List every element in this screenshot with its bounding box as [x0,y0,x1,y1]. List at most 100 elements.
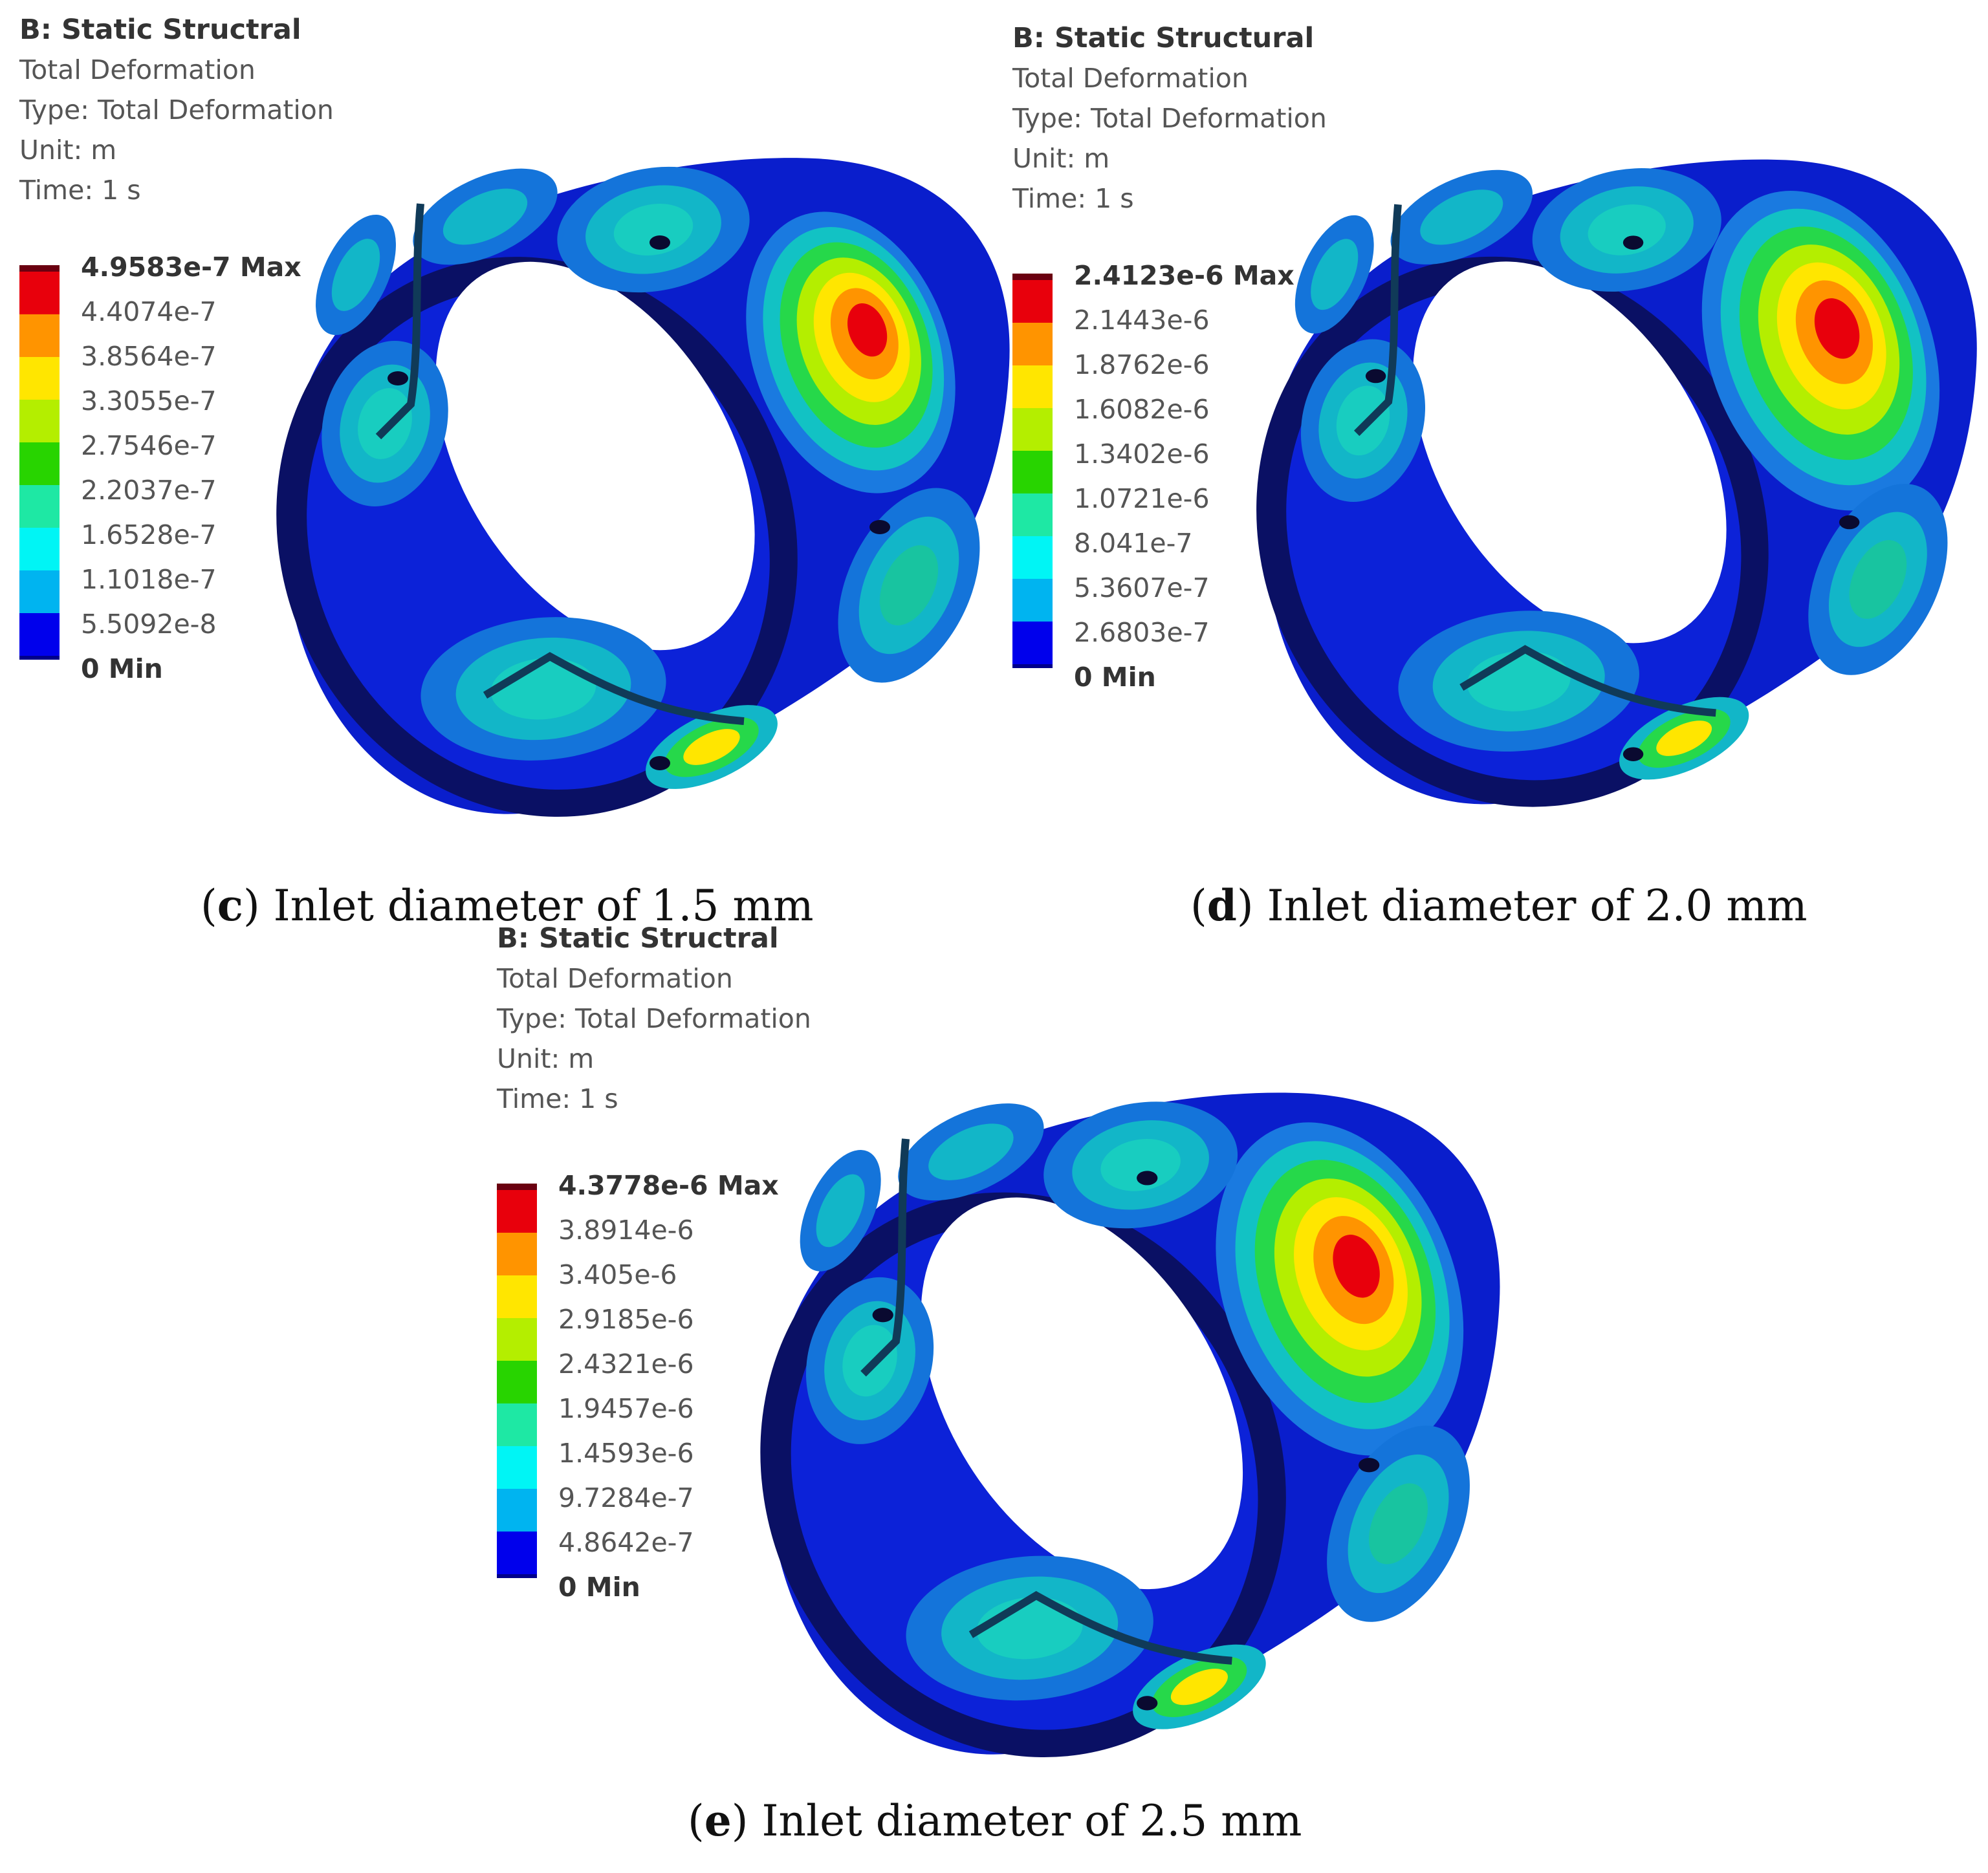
legend-tick-label: 4.4074e-7 [81,296,217,327]
analysis-title: B: Static Structral [497,922,779,955]
legend-swatch [1012,493,1053,536]
legend-swatch [19,528,60,570]
contour-band [847,303,888,357]
legend-tick-label: 1.8762e-6 [1074,349,1210,380]
legend-tick-label: 1.1018e-7 [81,564,217,595]
panel-d: B: Static Structural Total Deformation T… [1012,18,1983,936]
legend-max-cap [497,1184,537,1190]
deformation-model [760,1092,1500,1757]
result-header: B: Static Structural Total Deformation T… [1012,18,1327,219]
analysis-title: B: Static Structral [19,14,301,46]
contour-band [1849,540,1907,619]
legend-tick-label: 1.6528e-7 [81,519,217,550]
ring-group [1256,159,1977,807]
result-header: B: Static Structral Total Deformation Ty… [497,918,811,1119]
contour-band [683,729,740,765]
legend-swatch [1012,579,1053,622]
legend-tick-label: 2.2037e-7 [81,475,217,506]
legend-tick-label: 2.7546e-7 [81,430,217,461]
legend-swatch [497,1275,537,1318]
legend-tick-label: 3.405e-6 [558,1259,677,1290]
ring-bore [435,261,755,651]
inlet-hole [872,1308,893,1323]
legend-tick-label: 2.1443e-6 [1074,305,1210,336]
analysis-title: B: Static Structural [1012,22,1315,54]
legend-swatch [19,442,60,485]
legend-tick-label: 3.3055e-7 [81,385,217,417]
result-time: Time: 1 s [19,175,141,206]
legend-swatch [497,1190,537,1233]
deformation-model [276,158,1010,817]
contour-band [1814,298,1860,359]
panel-c: B: Static Structral Total Deformation Ty… [19,10,1010,931]
result-type: Type: Total Deformation [497,1003,811,1034]
inlet-hole [1365,369,1386,384]
legend-max-cap [19,265,60,272]
legend-swatch [19,485,60,528]
legend-tick-label: 9.7284e-7 [558,1482,694,1513]
legend-min-label: 0 Min [558,1572,640,1603]
result-type: Type: Total Deformation [1012,103,1327,134]
legend-min-cap [19,656,60,660]
legend-swatch [19,314,60,357]
legend-swatch [1012,323,1053,365]
contour-band [1588,204,1666,255]
legend-max-label: 4.3778e-6 Max [558,1170,779,1201]
result-unit: Unit: m [497,1043,595,1074]
legend-min-label: 0 Min [1074,662,1156,693]
result-time: Time: 1 s [1012,183,1134,214]
result-name: Total Deformation [19,54,256,85]
legend-tick-label: 3.8564e-7 [81,341,217,372]
contour-band [1100,1138,1181,1191]
result-time: Time: 1 s [497,1083,618,1114]
ring-group [276,158,1010,817]
legend-swatch [497,1318,537,1361]
inlet-hole [1137,1171,1158,1186]
legend-min-label: 0 Min [81,653,163,684]
groove-channel [1353,204,1402,437]
legend-tick-label: 2.6803e-7 [1074,617,1210,648]
legend-swatch [19,357,60,400]
figure-caption: (d) Inlet diameter of 2.0 mm [1190,880,1808,931]
legend-tick-label: 2.4321e-6 [558,1348,694,1380]
figure-caption: (c) Inlet diameter of 1.5 mm [201,880,814,931]
legend-swatch [19,400,60,442]
legend-swatch [1012,280,1053,323]
legend-swatch [1012,451,1053,493]
contour-band [1420,189,1503,245]
contour-band [816,1174,865,1248]
legend-tick-label: 1.6082e-6 [1074,394,1210,425]
legend-tick-label: 8.041e-7 [1074,528,1193,559]
legend-swatch [497,1361,537,1403]
result-unit: Unit: m [1012,143,1110,174]
contour-band [1369,1483,1428,1564]
inlet-hole [869,520,890,534]
result-header: B: Static Structral Total Deformation Ty… [19,10,334,210]
legend-tick-label: 1.0721e-6 [1074,483,1210,514]
legend-tick-label: 4.8642e-7 [558,1527,694,1558]
legend-swatch [1012,536,1053,579]
legend-tick-label: 5.3607e-7 [1074,572,1210,603]
inlet-hole [650,756,670,770]
legend-tick-label: 5.5092e-8 [81,609,217,640]
inlet-hole [1622,235,1644,250]
contour-band [842,1325,897,1397]
contour-band [1311,239,1359,310]
legend-swatch [1012,365,1053,408]
result-name: Total Deformation [497,963,733,994]
color-legend: 4.3778e-6 Max 3.8914e-6 3.405e-6 2.9185e-6 2… [497,1171,885,1610]
result-type: Type: Total Deformation [19,94,334,125]
legend-max-label: 2.4123e-6 Max [1074,260,1294,291]
inlet-hole [1622,747,1644,761]
legend-tick-label: 1.4593e-6 [558,1438,694,1469]
contour-band [928,1123,1014,1180]
legend-swatch [19,570,60,613]
legend-min-cap [497,1574,537,1578]
contour-band [613,204,694,255]
contour-band [358,388,412,459]
legend-swatch [19,272,60,314]
ring-bore [1413,261,1727,644]
inlet-hole [388,371,408,385]
groove-channel [483,652,745,725]
legend-swatch [497,1532,537,1574]
